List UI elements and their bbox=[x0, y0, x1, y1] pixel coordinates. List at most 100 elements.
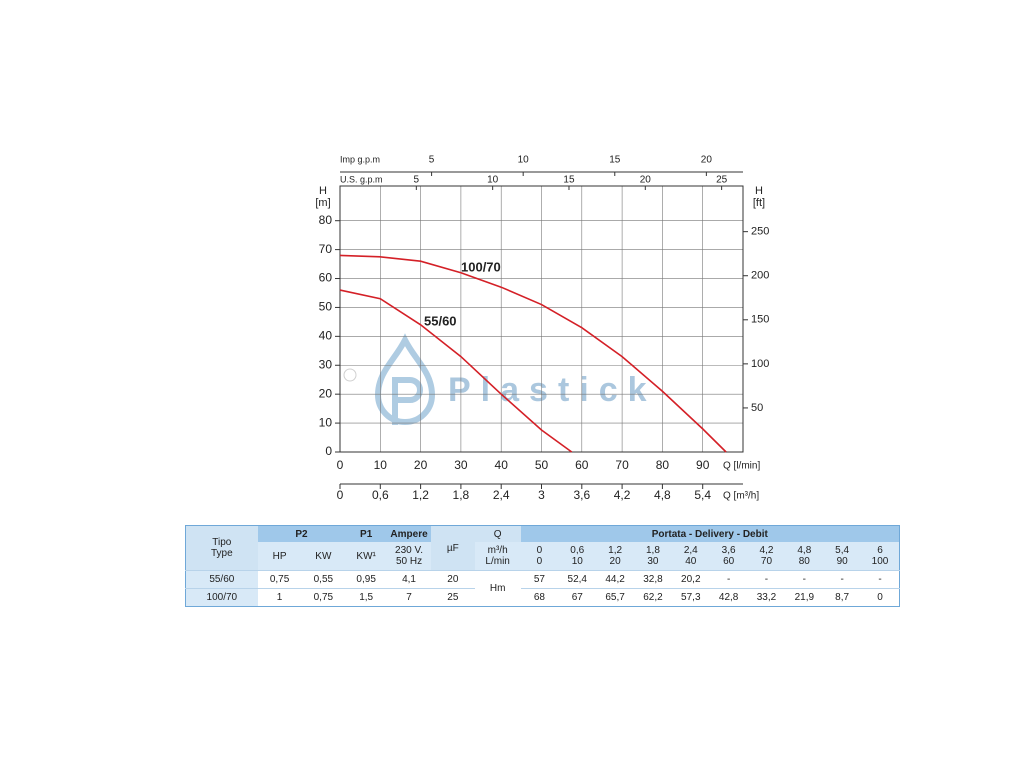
table-cell: 42,8 bbox=[709, 588, 748, 607]
table-cell: 68 bbox=[520, 588, 559, 607]
y-tick-label: 70 bbox=[319, 242, 333, 256]
table-cell: - bbox=[785, 570, 824, 589]
cell-text: 1,5 bbox=[359, 592, 374, 603]
header-cell: 5,4 90 bbox=[823, 542, 862, 571]
cell-text: 1,8 bbox=[645, 545, 660, 556]
cell-text: 62,2 bbox=[643, 592, 663, 603]
m3h-tick-label: 0,6 bbox=[372, 488, 389, 502]
cell-text: 21,9 bbox=[794, 592, 815, 603]
table-cell: - bbox=[823, 570, 862, 589]
x-tick-label: 0 bbox=[337, 458, 344, 472]
table-row: 100/70 1 0,75 1,5 7 25 68 67 65,7 62,2 57,3 42,8 33,… bbox=[185, 588, 900, 607]
cell-text: 0 bbox=[877, 592, 883, 603]
cell-text: 5,4 bbox=[835, 545, 850, 556]
y-tick-label: 80 bbox=[319, 213, 333, 227]
cell-text: KW bbox=[315, 550, 332, 562]
table-cell: 0,95 bbox=[345, 570, 388, 589]
m3h-tick-label: 4,2 bbox=[614, 488, 631, 502]
cell-text: L/min bbox=[485, 556, 510, 567]
cell-text: 65,7 bbox=[605, 592, 625, 603]
header-cell: P1 bbox=[345, 525, 388, 542]
cell-text: 57 bbox=[533, 574, 545, 585]
table-cell: 62,2 bbox=[634, 588, 672, 607]
y2-label: [ft] bbox=[753, 197, 765, 209]
cell-text: 2,4 bbox=[683, 545, 698, 556]
table-cell: 57 bbox=[520, 570, 559, 589]
cell-text: 0,55 bbox=[313, 574, 334, 585]
y-tick-label: 50 bbox=[319, 300, 333, 314]
cell-text: KW¹ bbox=[356, 550, 376, 562]
table-cell: 7 bbox=[387, 588, 431, 607]
table-cell: 0 bbox=[861, 588, 900, 607]
cell-text: 42,8 bbox=[718, 592, 739, 603]
header-cell: Q bbox=[475, 526, 521, 543]
cell-text: 25 bbox=[447, 592, 459, 603]
m3h-tick-label: 1,8 bbox=[453, 488, 470, 502]
watermark: Plastick bbox=[448, 371, 657, 409]
cell-text: 44,2 bbox=[605, 574, 625, 585]
cell-text: Type bbox=[210, 548, 233, 559]
curve bbox=[339, 254, 727, 453]
curve bbox=[339, 289, 573, 453]
table-cell: - bbox=[709, 570, 748, 589]
x-tick-label: 40 bbox=[495, 458, 509, 472]
cell-text: 33,2 bbox=[756, 592, 777, 603]
y2-tick-label: 250 bbox=[751, 226, 769, 238]
cell-text: 20,2 bbox=[681, 574, 701, 585]
table-row: Tipo Type P2 P1 Ampere µF Q Portata - Delivery … bbox=[186, 525, 900, 559]
cell-text: m³/h bbox=[487, 545, 508, 556]
header-cell: µF bbox=[431, 526, 475, 571]
m3h-axis-label: Q [m³/h] bbox=[723, 491, 759, 502]
table-cell: 65,7 bbox=[596, 588, 635, 607]
cell-text: 68 bbox=[533, 592, 545, 603]
cell-text: - bbox=[840, 574, 844, 585]
table-cell: 4,1 bbox=[387, 570, 431, 589]
cell-text: Portata - Delivery - Debit bbox=[651, 528, 768, 540]
cell-text: 55/60 bbox=[209, 574, 235, 585]
table-cell: 52,4 bbox=[558, 570, 597, 589]
header-cell: 0,6 10 bbox=[558, 542, 597, 571]
m3h-tick-label: 5,4 bbox=[694, 488, 711, 502]
header-cell: Tipo Type bbox=[186, 526, 258, 571]
imp-tick-label: 10 bbox=[518, 155, 530, 166]
y-tick-label: 40 bbox=[319, 329, 333, 343]
m3h-tick-label: 3,6 bbox=[573, 488, 590, 502]
cell-text: 80 bbox=[798, 556, 810, 567]
x-tick-label: 70 bbox=[615, 458, 629, 472]
cell-text: 57,3 bbox=[681, 592, 701, 603]
m3h-tick-label: 3 bbox=[538, 488, 545, 502]
header-cell: Portata - Delivery - Debit bbox=[520, 525, 900, 542]
header-cell: 230 V. 50 Hz bbox=[387, 542, 431, 571]
header-cell: 2,4 40 bbox=[671, 542, 710, 571]
cell-text: 10 bbox=[571, 556, 583, 567]
cell-text: P1 bbox=[360, 528, 373, 540]
table-cell: 8,7 bbox=[823, 588, 862, 607]
cell-text: 4,2 bbox=[759, 545, 774, 556]
header-cell: Ampere bbox=[387, 525, 431, 542]
header-cell: P2 bbox=[257, 525, 346, 542]
series-label: 100/70 bbox=[461, 259, 501, 274]
cell-text: 4,8 bbox=[797, 545, 812, 556]
cell-text: - bbox=[878, 574, 882, 585]
cell-text: HP bbox=[272, 550, 287, 562]
cell-text: 3,6 bbox=[721, 545, 736, 556]
header-cell: m³/h L/min bbox=[474, 542, 521, 571]
imp-tick-label: 20 bbox=[701, 155, 713, 166]
us-tick-label: 15 bbox=[563, 175, 575, 186]
us-tick-label: 25 bbox=[716, 175, 728, 186]
cell-text: 20 bbox=[609, 556, 621, 567]
cell-text: 7 bbox=[406, 592, 412, 603]
us-axis-label: U.S. g.p.m bbox=[340, 174, 383, 184]
header-cell: 4,2 70 bbox=[747, 542, 786, 571]
y-tick-label: 0 bbox=[325, 444, 332, 458]
table-cell: 44,2 bbox=[596, 570, 635, 589]
y2-tick-label: 200 bbox=[751, 270, 769, 282]
m3h-tick-label: 2,4 bbox=[493, 488, 510, 502]
logo bbox=[343, 333, 436, 425]
table-cell: 67 bbox=[558, 588, 597, 607]
y2-tick-label: 50 bbox=[751, 402, 763, 414]
cell-text: 4,1 bbox=[402, 574, 416, 585]
table-cell: 1 bbox=[257, 588, 302, 607]
y-tick-label: 20 bbox=[319, 386, 333, 400]
us-tick-label: 10 bbox=[487, 175, 499, 186]
